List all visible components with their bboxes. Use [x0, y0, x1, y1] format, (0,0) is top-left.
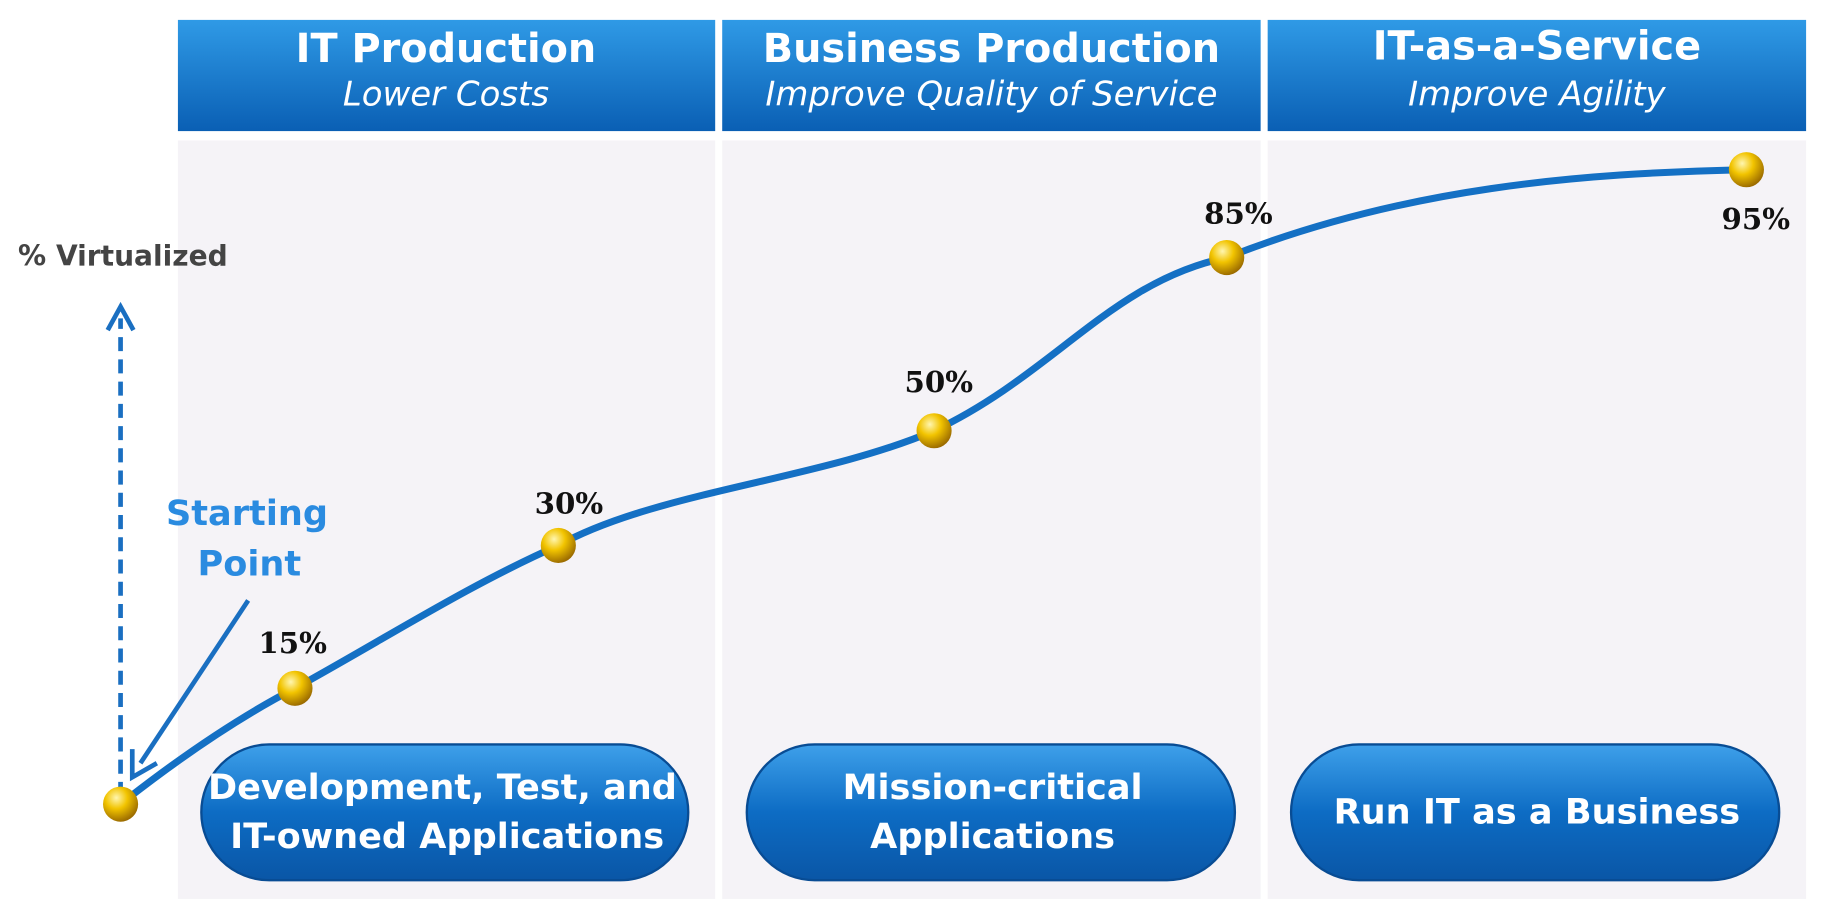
header-box: [722, 19, 1261, 132]
pill-text: Development, Test, and: [208, 767, 677, 808]
start-point: [103, 786, 139, 822]
pill-text: Applications: [870, 816, 1115, 857]
pill: [1289, 743, 1781, 882]
phase-subtitle: Lower Costs: [343, 74, 549, 114]
start-label: Starting: [166, 493, 328, 534]
phase-title: IT-as-a-Service: [1373, 24, 1701, 70]
pill: [200, 743, 690, 882]
axis-arrowhead: [105, 301, 136, 332]
phase-subtitle: Improve Agility: [1408, 74, 1666, 114]
axis-label: % Virtualized: [18, 240, 228, 273]
milestone-points: [103, 152, 1764, 822]
start-label: Point: [197, 543, 301, 584]
milestone-point: [277, 670, 313, 706]
start-arrow: [138, 599, 251, 765]
phase-subtitle: Improve Quality of Service: [765, 74, 1217, 114]
milestone-point: [1209, 239, 1245, 276]
pill-text: Mission-critical: [843, 767, 1143, 808]
milestone-label: 30%: [535, 487, 604, 521]
headers: IT Production Lower Costs Business Produ…: [177, 19, 1807, 132]
header-box: [177, 19, 716, 132]
pill-text: IT-owned Applications: [230, 816, 664, 857]
milestone-label: 15%: [258, 626, 327, 660]
pill-text: Run IT as a Business: [1334, 792, 1741, 833]
start-arrowhead: [129, 749, 159, 782]
milestone-label: 95%: [1722, 202, 1791, 236]
panels: [177, 140, 1807, 899]
milestone-label: 85%: [1204, 196, 1273, 230]
header-box: [1267, 19, 1807, 132]
pill: [745, 743, 1237, 882]
milestone-point: [540, 527, 576, 564]
phase-title: Business Production: [763, 26, 1220, 72]
milestone-point: [1728, 152, 1764, 188]
pills: Development, Test, and IT-owned Applicat…: [200, 743, 1781, 882]
phase-title: IT Production: [296, 26, 597, 72]
milestone-point: [916, 413, 952, 449]
milestone-label: 50%: [905, 365, 974, 399]
